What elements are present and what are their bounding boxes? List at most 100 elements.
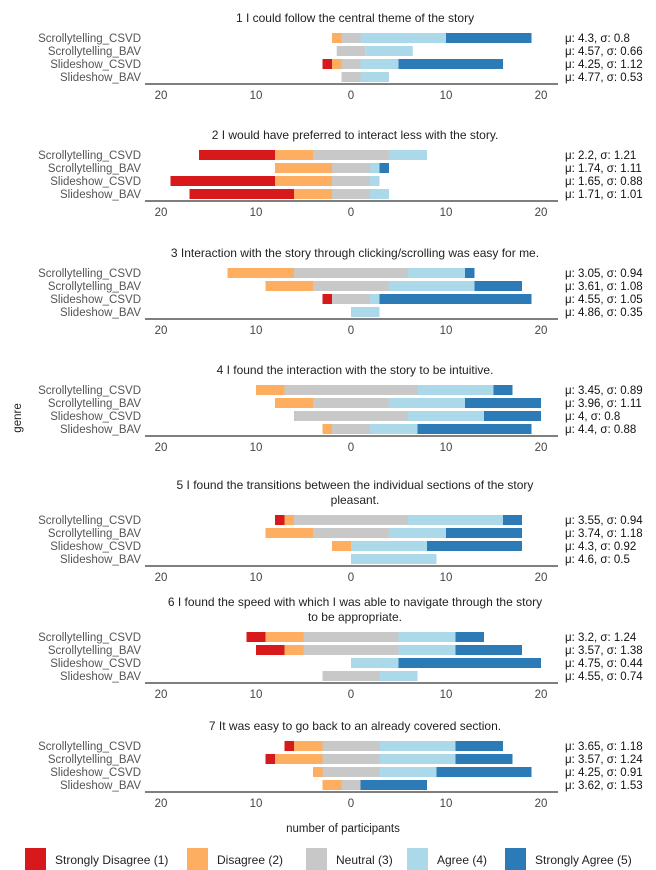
bar-segment-3 <box>322 671 380 681</box>
x-tick-label: 0 <box>348 90 354 102</box>
bar-segment-2 <box>227 268 294 278</box>
category-label: Scrollytelling_CSVD <box>38 33 141 45</box>
x-tick-label: 10 <box>250 572 263 584</box>
bar-segment-2 <box>275 163 332 173</box>
bar-segment-4 <box>351 541 427 551</box>
legend-label: Strongly Disagree (1) <box>55 853 168 867</box>
bar-segment-5 <box>398 59 503 69</box>
bar-segment-3 <box>341 59 361 69</box>
x-tick-label: 20 <box>535 572 548 584</box>
row-Scrollytelling_CSVD: Scrollytelling_CSVD μ: 3.2, σ: 1.24 <box>38 632 637 644</box>
bar-segment-3 <box>294 411 408 421</box>
bar-segment-5 <box>398 658 541 668</box>
row-Slideshow_BAV: Slideshow_BAV μ: 3.62, σ: 1.53 <box>60 780 643 792</box>
bar-segment-4 <box>351 554 437 564</box>
bar-segment-3 <box>332 189 370 199</box>
bar-segment-3 <box>303 632 399 642</box>
bar-segment-4 <box>389 528 446 538</box>
stat-label: μ: 3.61, σ: 1.08 <box>565 281 643 293</box>
x-tick-label: 10 <box>440 325 453 337</box>
stat-label: μ: 2.2, σ: 1.21 <box>565 150 636 162</box>
x-tick-label: 10 <box>440 90 453 102</box>
x-tick-label: 0 <box>348 207 354 219</box>
x-tick-label: 10 <box>440 798 453 810</box>
row-Scrollytelling_CSVD: Scrollytelling_CSVD μ: 3.45, σ: 0.89 <box>38 385 643 397</box>
x-tick-label: 20 <box>155 689 168 701</box>
row-Slideshow_BAV: Slideshow_BAV μ: 1.71, σ: 1.01 <box>60 189 643 201</box>
stat-label: μ: 4, σ: 0.8 <box>565 411 620 423</box>
panel-title: to be appropriate. <box>308 610 402 624</box>
stat-label: μ: 3.05, σ: 0.94 <box>565 268 643 280</box>
x-tick-label: 10 <box>440 572 453 584</box>
category-label: Slideshow_BAV <box>60 671 141 683</box>
row-Scrollytelling_CSVD: Scrollytelling_CSVD μ: 4.3, σ: 0.8 <box>38 33 630 45</box>
bar-segment-3 <box>332 163 370 173</box>
x-tick-label: 0 <box>348 689 354 701</box>
category-label: Scrollytelling_CSVD <box>38 741 141 753</box>
x-tick-label: 20 <box>155 442 168 454</box>
category-label: Slideshow_BAV <box>60 72 141 84</box>
bar-segment-1 <box>199 150 275 160</box>
bar-segment-1 <box>256 645 285 655</box>
x-tick-label: 20 <box>535 798 548 810</box>
y-axis-label: genre <box>12 403 24 432</box>
bar-segment-4 <box>360 59 399 69</box>
legend-swatch <box>407 848 428 870</box>
bar-segment-5 <box>493 385 513 395</box>
bar-segment-4 <box>360 33 446 43</box>
bar-segment-3 <box>322 767 380 777</box>
bar-segment-1 <box>322 294 332 304</box>
bar-segment-2 <box>294 741 323 751</box>
bar-segment-2 <box>275 176 332 186</box>
bar-segment-1 <box>275 515 285 525</box>
bar-segment-4 <box>379 767 437 777</box>
bar-segment-4 <box>370 176 380 186</box>
bar-segment-5 <box>379 294 532 304</box>
bar-segment-4 <box>398 645 456 655</box>
bar-segment-5 <box>455 754 513 764</box>
row-Slideshow_CSVD: Slideshow_CSVD μ: 4.75, σ: 0.44 <box>50 658 643 670</box>
legend-label: Disagree (2) <box>217 853 283 867</box>
row-Scrollytelling_BAV: Scrollytelling_BAV μ: 1.74, σ: 1.11 <box>48 163 642 175</box>
bar-segment-2 <box>284 645 304 655</box>
row-Slideshow_CSVD: Slideshow_CSVD μ: 4.25, σ: 0.91 <box>50 767 643 779</box>
category-label: Slideshow_CSVD <box>50 411 141 423</box>
panel-7: 7 It was easy to go back to an already c… <box>38 719 643 810</box>
stat-label: μ: 3.57, σ: 1.24 <box>565 754 643 766</box>
bar-segment-4 <box>389 281 475 291</box>
stat-label: μ: 1.74, σ: 1.11 <box>565 163 642 175</box>
bar-segment-3 <box>313 398 389 408</box>
bar-segment-1 <box>189 189 294 199</box>
row-Slideshow_CSVD: Slideshow_CSVD μ: 4.3, σ: 0.92 <box>50 541 636 553</box>
x-tick-label: 20 <box>155 798 168 810</box>
stat-label: μ: 3.45, σ: 0.89 <box>565 385 643 397</box>
bar-segment-2 <box>332 33 342 43</box>
category-label: Slideshow_CSVD <box>50 176 141 188</box>
category-label: Slideshow_CSVD <box>50 59 141 71</box>
bar-segment-5 <box>446 528 522 538</box>
stat-label: μ: 4.57, σ: 0.66 <box>565 46 643 58</box>
stat-label: μ: 4.86, σ: 0.35 <box>565 307 643 319</box>
x-tick-label: 10 <box>250 689 263 701</box>
category-label: Slideshow_BAV <box>60 554 141 566</box>
panel-title: pleasant. <box>331 493 380 507</box>
bar-segment-4 <box>370 163 380 173</box>
category-label: Scrollytelling_BAV <box>48 528 141 540</box>
bar-segment-3 <box>313 150 389 160</box>
bar-segment-3 <box>332 294 370 304</box>
bar-segment-3 <box>332 176 370 186</box>
x-tick-label: 0 <box>348 572 354 584</box>
panel-title: 5 I found the transitions between the in… <box>177 478 534 492</box>
bar-segment-5 <box>465 268 475 278</box>
bar-segment-4 <box>351 658 399 668</box>
panel-4: 4 I found the interaction with the story… <box>38 363 643 454</box>
bar-segment-4 <box>417 385 494 395</box>
category-label: Scrollytelling_BAV <box>48 398 141 410</box>
stat-label: μ: 3.96, σ: 1.11 <box>565 398 642 410</box>
bar-segment-3 <box>284 385 418 395</box>
category-label: Slideshow_BAV <box>60 189 141 201</box>
stat-label: μ: 3.74, σ: 1.18 <box>565 528 643 540</box>
x-tick-label: 10 <box>250 798 263 810</box>
stat-label: μ: 4.6, σ: 0.5 <box>565 554 630 566</box>
stat-label: μ: 4.4, σ: 0.88 <box>565 424 636 436</box>
